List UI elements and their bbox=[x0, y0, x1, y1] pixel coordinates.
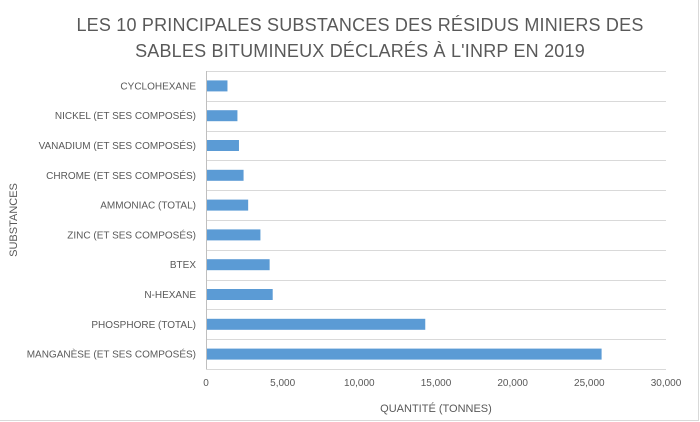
bar bbox=[207, 348, 602, 360]
x-tick-label: 20,000 bbox=[497, 378, 528, 389]
category-label: VANADIUM (ET SES COMPOSÉS) bbox=[39, 139, 196, 152]
category-label: ZINC (ET SES COMPOSÉS) bbox=[67, 228, 196, 241]
x-tick-label: 25,000 bbox=[574, 378, 605, 389]
category-label: NICKEL (ET SES COMPOSÉS) bbox=[55, 109, 196, 122]
bar bbox=[207, 289, 273, 300]
bar bbox=[207, 318, 426, 330]
bar bbox=[207, 169, 244, 181]
category-label: PHOSPHORE (TOTAL) bbox=[91, 320, 196, 331]
bar bbox=[207, 199, 249, 211]
chart-title: LES 10 PRINCIPALES SUBSTANCES DES RÉSIDU… bbox=[76, 15, 644, 61]
bar bbox=[207, 229, 261, 241]
bar bbox=[207, 110, 238, 122]
x-tick-label: 15,000 bbox=[421, 378, 452, 389]
x-tick-label: 10,000 bbox=[344, 378, 375, 389]
x-tick-label: 0 bbox=[203, 378, 209, 389]
y-axis-title: SUBSTANCES bbox=[8, 183, 20, 257]
category-label: CHROME (ET SES COMPOSÉS) bbox=[46, 169, 196, 182]
bar bbox=[207, 140, 239, 151]
category-label: CYCLOHEXANE bbox=[120, 81, 196, 92]
x-tick-label: 5,000 bbox=[270, 378, 295, 389]
category-label: MANGANÈSE (ET SES COMPOSÉS) bbox=[27, 348, 196, 361]
bar bbox=[207, 259, 270, 271]
x-tick-label: 30,000 bbox=[651, 378, 682, 389]
category-label: N-HEXANE bbox=[144, 290, 196, 301]
category-label: BTEX bbox=[170, 260, 196, 271]
bar bbox=[207, 80, 228, 92]
category-label: AMMONIAC (TOTAL) bbox=[100, 201, 196, 212]
x-axis-title: QUANTITÉ (TONNES) bbox=[380, 402, 492, 415]
